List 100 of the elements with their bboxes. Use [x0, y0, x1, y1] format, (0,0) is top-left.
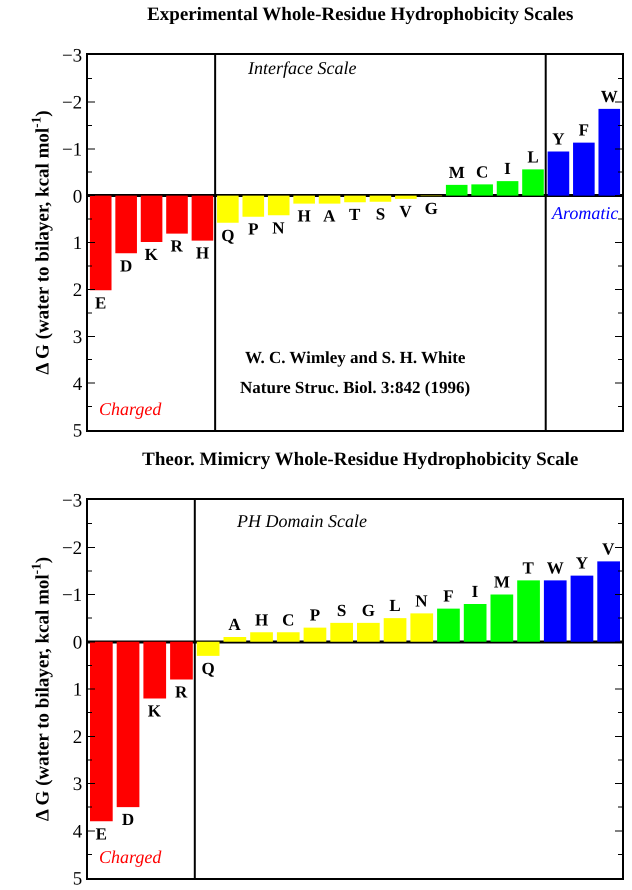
- x-tick-label: T: [349, 205, 361, 224]
- chart-title: Theor. Mimicry Whole-Residue Hydrophobicity Scale: [142, 448, 578, 470]
- bar: [217, 196, 239, 223]
- x-tick-label: S: [336, 600, 346, 620]
- bar: [318, 196, 340, 204]
- y-tick-label: 1: [72, 680, 82, 701]
- bar: [471, 184, 493, 196]
- bar: [490, 594, 514, 642]
- bar: [522, 169, 544, 196]
- bar: [384, 618, 406, 642]
- bar: [192, 196, 214, 241]
- x-tick-label: W: [600, 86, 618, 106]
- annotation: Interface Scale: [247, 58, 356, 78]
- annotation: Nature Struc. Biol. 3:842 (1996): [240, 378, 470, 397]
- y-tick-label: −1: [62, 585, 82, 606]
- x-tick-label: A: [228, 615, 242, 634]
- bar: [242, 196, 264, 217]
- x-tick-label: A: [323, 206, 336, 226]
- y-tick-label: 5: [72, 420, 82, 442]
- y-tick-label: −3: [62, 490, 82, 512]
- y-tick-label: 5: [72, 868, 82, 890]
- x-tick-label: M: [448, 162, 465, 182]
- bar: [90, 196, 112, 290]
- bar: [143, 642, 166, 698]
- y-tick-label: 4: [72, 374, 83, 395]
- x-tick-label: C: [282, 610, 294, 630]
- x-tick-label: V: [602, 539, 616, 558]
- x-tick-label: G: [362, 600, 375, 620]
- bar: [570, 576, 594, 642]
- bar: [517, 580, 540, 642]
- y-tick-label: 0: [72, 632, 82, 654]
- bar: [304, 628, 326, 642]
- bar: [370, 196, 392, 202]
- y-tick-label: 3: [72, 774, 82, 796]
- x-tick-label: V: [399, 202, 412, 221]
- x-tick-label: G: [424, 199, 438, 218]
- bar: [115, 196, 137, 254]
- y-tick-label: 1: [72, 233, 82, 254]
- x-tick-label: R: [170, 236, 184, 256]
- y-tick-label: −1: [62, 139, 82, 160]
- bar: [170, 642, 193, 680]
- bar: [446, 184, 468, 196]
- bar: [268, 196, 290, 216]
- bar: [250, 632, 273, 642]
- bar: [344, 196, 366, 202]
- y-tick-label: 3: [72, 326, 82, 348]
- bar: [293, 196, 315, 204]
- x-tick-label: N: [272, 218, 286, 238]
- bar: [395, 196, 417, 199]
- bar: [598, 108, 620, 196]
- y-tick-label: −2: [62, 538, 82, 559]
- x-tick-label: L: [389, 596, 401, 616]
- bar: [597, 561, 620, 642]
- x-tick-label: M: [494, 572, 510, 592]
- x-tick-label: H: [298, 206, 311, 226]
- annotation: W. C. Wimley and S. H. White: [245, 348, 466, 367]
- x-tick-label: E: [96, 824, 108, 844]
- x-tick-label: D: [120, 256, 132, 276]
- x-tick-label: I: [504, 159, 512, 178]
- bar: [196, 642, 220, 656]
- y-tick-label: 2: [72, 280, 82, 302]
- x-tick-label: K: [144, 245, 159, 264]
- x-tick-label: W: [546, 558, 564, 578]
- annotation: Aromatic: [551, 203, 618, 223]
- bar: [330, 622, 353, 642]
- x-tick-label: L: [527, 147, 539, 166]
- bar: [276, 632, 300, 642]
- x-tick-label: H: [196, 244, 210, 263]
- y-tick-label: 4: [72, 821, 83, 842]
- x-tick-label: N: [415, 591, 428, 610]
- x-tick-label: Y: [552, 130, 565, 149]
- bar: [410, 613, 434, 642]
- bar: [140, 196, 162, 242]
- x-tick-label: C: [476, 162, 488, 182]
- x-tick-label: Q: [202, 658, 215, 678]
- x-tick-label: P: [310, 606, 320, 625]
- bar: [548, 152, 570, 196]
- x-tick-label: H: [254, 610, 268, 630]
- bar: [437, 608, 460, 642]
- annotation: PH Domain Scale: [236, 511, 367, 531]
- x-tick-label: K: [148, 701, 162, 720]
- x-tick-label: T: [522, 558, 535, 578]
- annotation: Charged: [99, 399, 162, 419]
- y-tick-label: 2: [72, 726, 82, 748]
- bar: [166, 196, 188, 234]
- x-tick-label: I: [472, 582, 479, 601]
- y-tick-label: −2: [62, 92, 82, 114]
- y-tick-label: −3: [62, 46, 82, 67]
- bar: [496, 181, 518, 196]
- chart-title: Experimental Whole-Residue Hydrophobicity Scales: [147, 4, 574, 25]
- bar: [90, 642, 113, 822]
- y-tick-label: 0: [72, 186, 82, 208]
- x-tick-label: D: [122, 810, 134, 830]
- x-tick-label: F: [443, 586, 454, 606]
- bar: [224, 637, 246, 642]
- bar: [357, 622, 380, 642]
- x-tick-label: E: [95, 293, 106, 312]
- x-tick-label: Y: [576, 554, 588, 573]
- bar: [464, 604, 486, 642]
- x-tick-label: S: [376, 204, 386, 224]
